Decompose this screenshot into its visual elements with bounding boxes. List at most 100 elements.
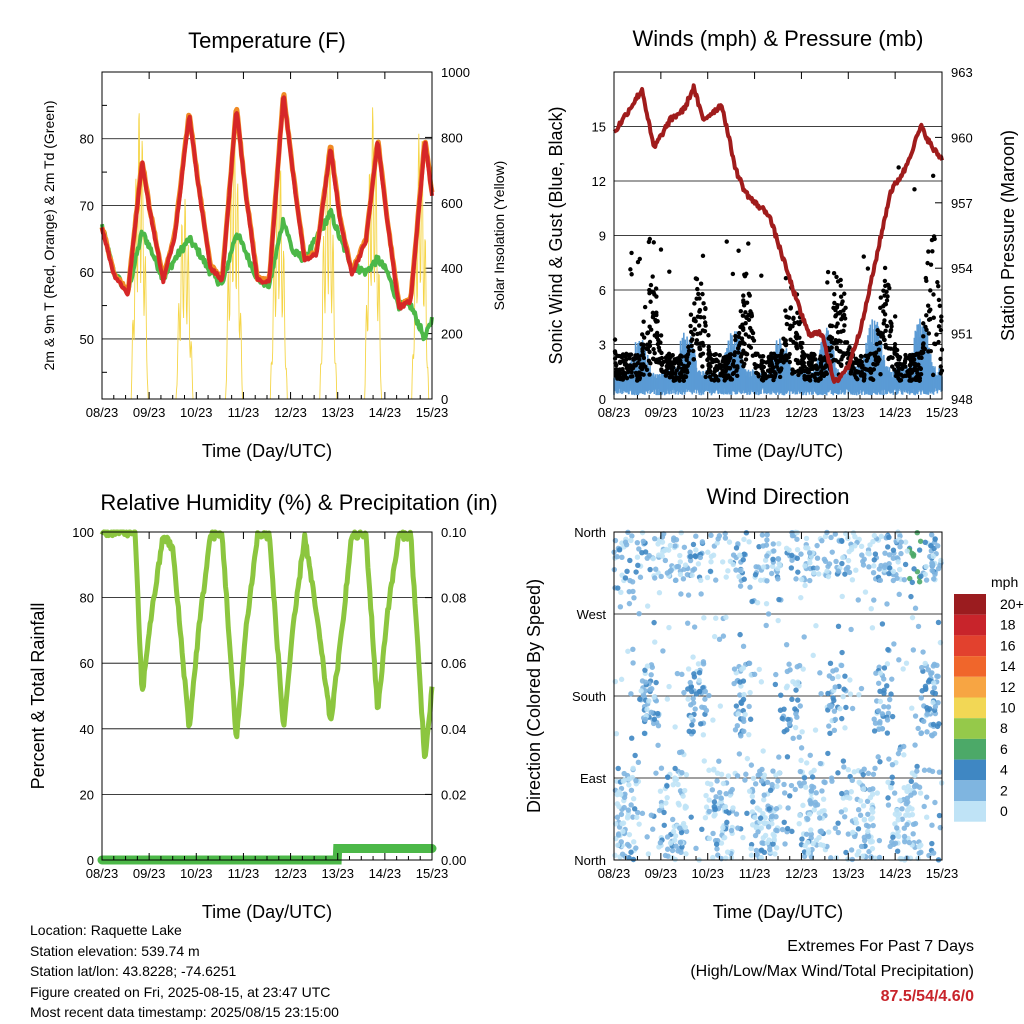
wind-direction-point <box>798 551 804 557</box>
gust-point <box>796 372 801 378</box>
gust-point <box>727 375 733 380</box>
gust-point <box>782 341 787 346</box>
wind-direction-point <box>760 543 766 549</box>
gust-point <box>759 358 765 364</box>
wind-direction-point <box>871 597 877 603</box>
wind-direction-point <box>732 727 739 733</box>
gust-point <box>805 366 810 372</box>
wind-direction-point <box>911 566 917 572</box>
wind-direction-point <box>769 781 775 788</box>
wind-direction-point <box>801 853 808 860</box>
wind-direction-point <box>878 533 884 540</box>
wind-direction-point <box>615 765 621 772</box>
gust-point <box>856 363 862 368</box>
wind-direction-point <box>929 560 935 566</box>
wind-direction-point <box>710 854 716 861</box>
wind-direction-point <box>904 795 911 801</box>
gust-point <box>859 365 865 370</box>
wind-direction-point <box>899 806 905 812</box>
wind-direction-point <box>847 795 853 801</box>
wind-direction-point <box>662 852 669 859</box>
wind-direction-point <box>752 781 759 787</box>
wind-direction-point <box>773 845 780 851</box>
wind-direction-point <box>750 799 756 805</box>
gust-point <box>614 362 619 368</box>
wind-direction-point <box>651 716 658 722</box>
humidity-ytick-label: 80 <box>80 591 94 606</box>
wind-direction-point <box>612 852 618 859</box>
gust-point <box>674 368 680 373</box>
wind-direction-point <box>642 667 648 673</box>
wind-direction-point <box>678 849 684 856</box>
gust-point <box>878 295 884 300</box>
gust-point <box>802 375 808 380</box>
wind-direction-point <box>909 614 916 621</box>
wind-direction-point <box>805 847 812 853</box>
gust-point <box>672 361 677 366</box>
gust-point <box>783 338 788 343</box>
wind-direction-point <box>652 639 658 645</box>
gust-point <box>652 350 657 356</box>
wind-direction-point <box>736 573 742 580</box>
wind-direction-point <box>691 624 698 630</box>
wind-direction-point <box>614 801 621 807</box>
wind-direction-point <box>693 553 699 560</box>
wind-direction-point <box>891 641 897 647</box>
wind-direction-point <box>699 539 706 545</box>
wind-direction-point <box>688 714 694 721</box>
gust-point <box>640 346 645 352</box>
gust-point <box>791 315 796 321</box>
gust-point <box>738 324 743 330</box>
wind-direction-point <box>651 694 657 700</box>
wind-direction-point <box>720 633 727 639</box>
wind-direction-point <box>812 802 819 808</box>
wind-direction-point <box>735 825 741 831</box>
wind-direction-point <box>839 715 845 722</box>
wind-direction-point <box>621 770 627 777</box>
wind-direction-point <box>897 746 903 753</box>
gust-point <box>641 355 647 361</box>
wind-direction-point <box>860 558 866 565</box>
wind-direction-point <box>650 720 657 727</box>
winds-y2tick-label: 951 <box>951 327 973 342</box>
wind-direction-point <box>747 584 753 590</box>
wind-direction-point <box>747 716 754 722</box>
wind-direction-point <box>641 730 648 737</box>
gust-point <box>742 272 747 277</box>
gust-point <box>694 338 700 343</box>
gust-point <box>646 239 652 245</box>
wind-direction-point <box>803 831 810 837</box>
winds-y2tick-label: 948 <box>951 392 973 407</box>
gust-point <box>885 294 890 299</box>
wind-direction-point <box>935 619 942 626</box>
gust-point <box>741 327 746 333</box>
gust-point <box>910 377 915 382</box>
wind-direction-point <box>801 634 807 640</box>
wind-direction-point <box>761 820 767 826</box>
gust-point <box>876 331 881 337</box>
wind-direction-point <box>724 849 731 855</box>
station-info: Location: Raquette Lake Station elevatio… <box>30 920 339 1023</box>
wind-direction-point <box>890 555 897 561</box>
wind-direction-point <box>819 788 825 794</box>
wind-direction-point <box>895 559 901 565</box>
gust-point <box>919 349 924 355</box>
wind-direction-point <box>848 847 855 853</box>
wind-direction-point <box>661 809 667 816</box>
wind-direction-point <box>803 760 810 766</box>
humidity-frame <box>101 531 433 861</box>
wind-direction-point <box>639 549 645 556</box>
legend-label: 0 <box>1000 803 1008 819</box>
gust-point <box>868 351 873 356</box>
gust-point <box>800 349 805 355</box>
wind-direction-point <box>904 807 911 814</box>
wind-direction-point <box>725 773 732 779</box>
wind-direction-point <box>757 577 764 583</box>
wind-direction-point <box>828 534 834 541</box>
gust-point <box>628 352 633 358</box>
temperature-xtick-label: 12/23 <box>274 405 307 420</box>
wind-direction-point <box>653 770 659 776</box>
gust-point <box>917 376 923 381</box>
wind-direction-point <box>730 561 736 568</box>
wind-direction-point <box>656 590 663 596</box>
